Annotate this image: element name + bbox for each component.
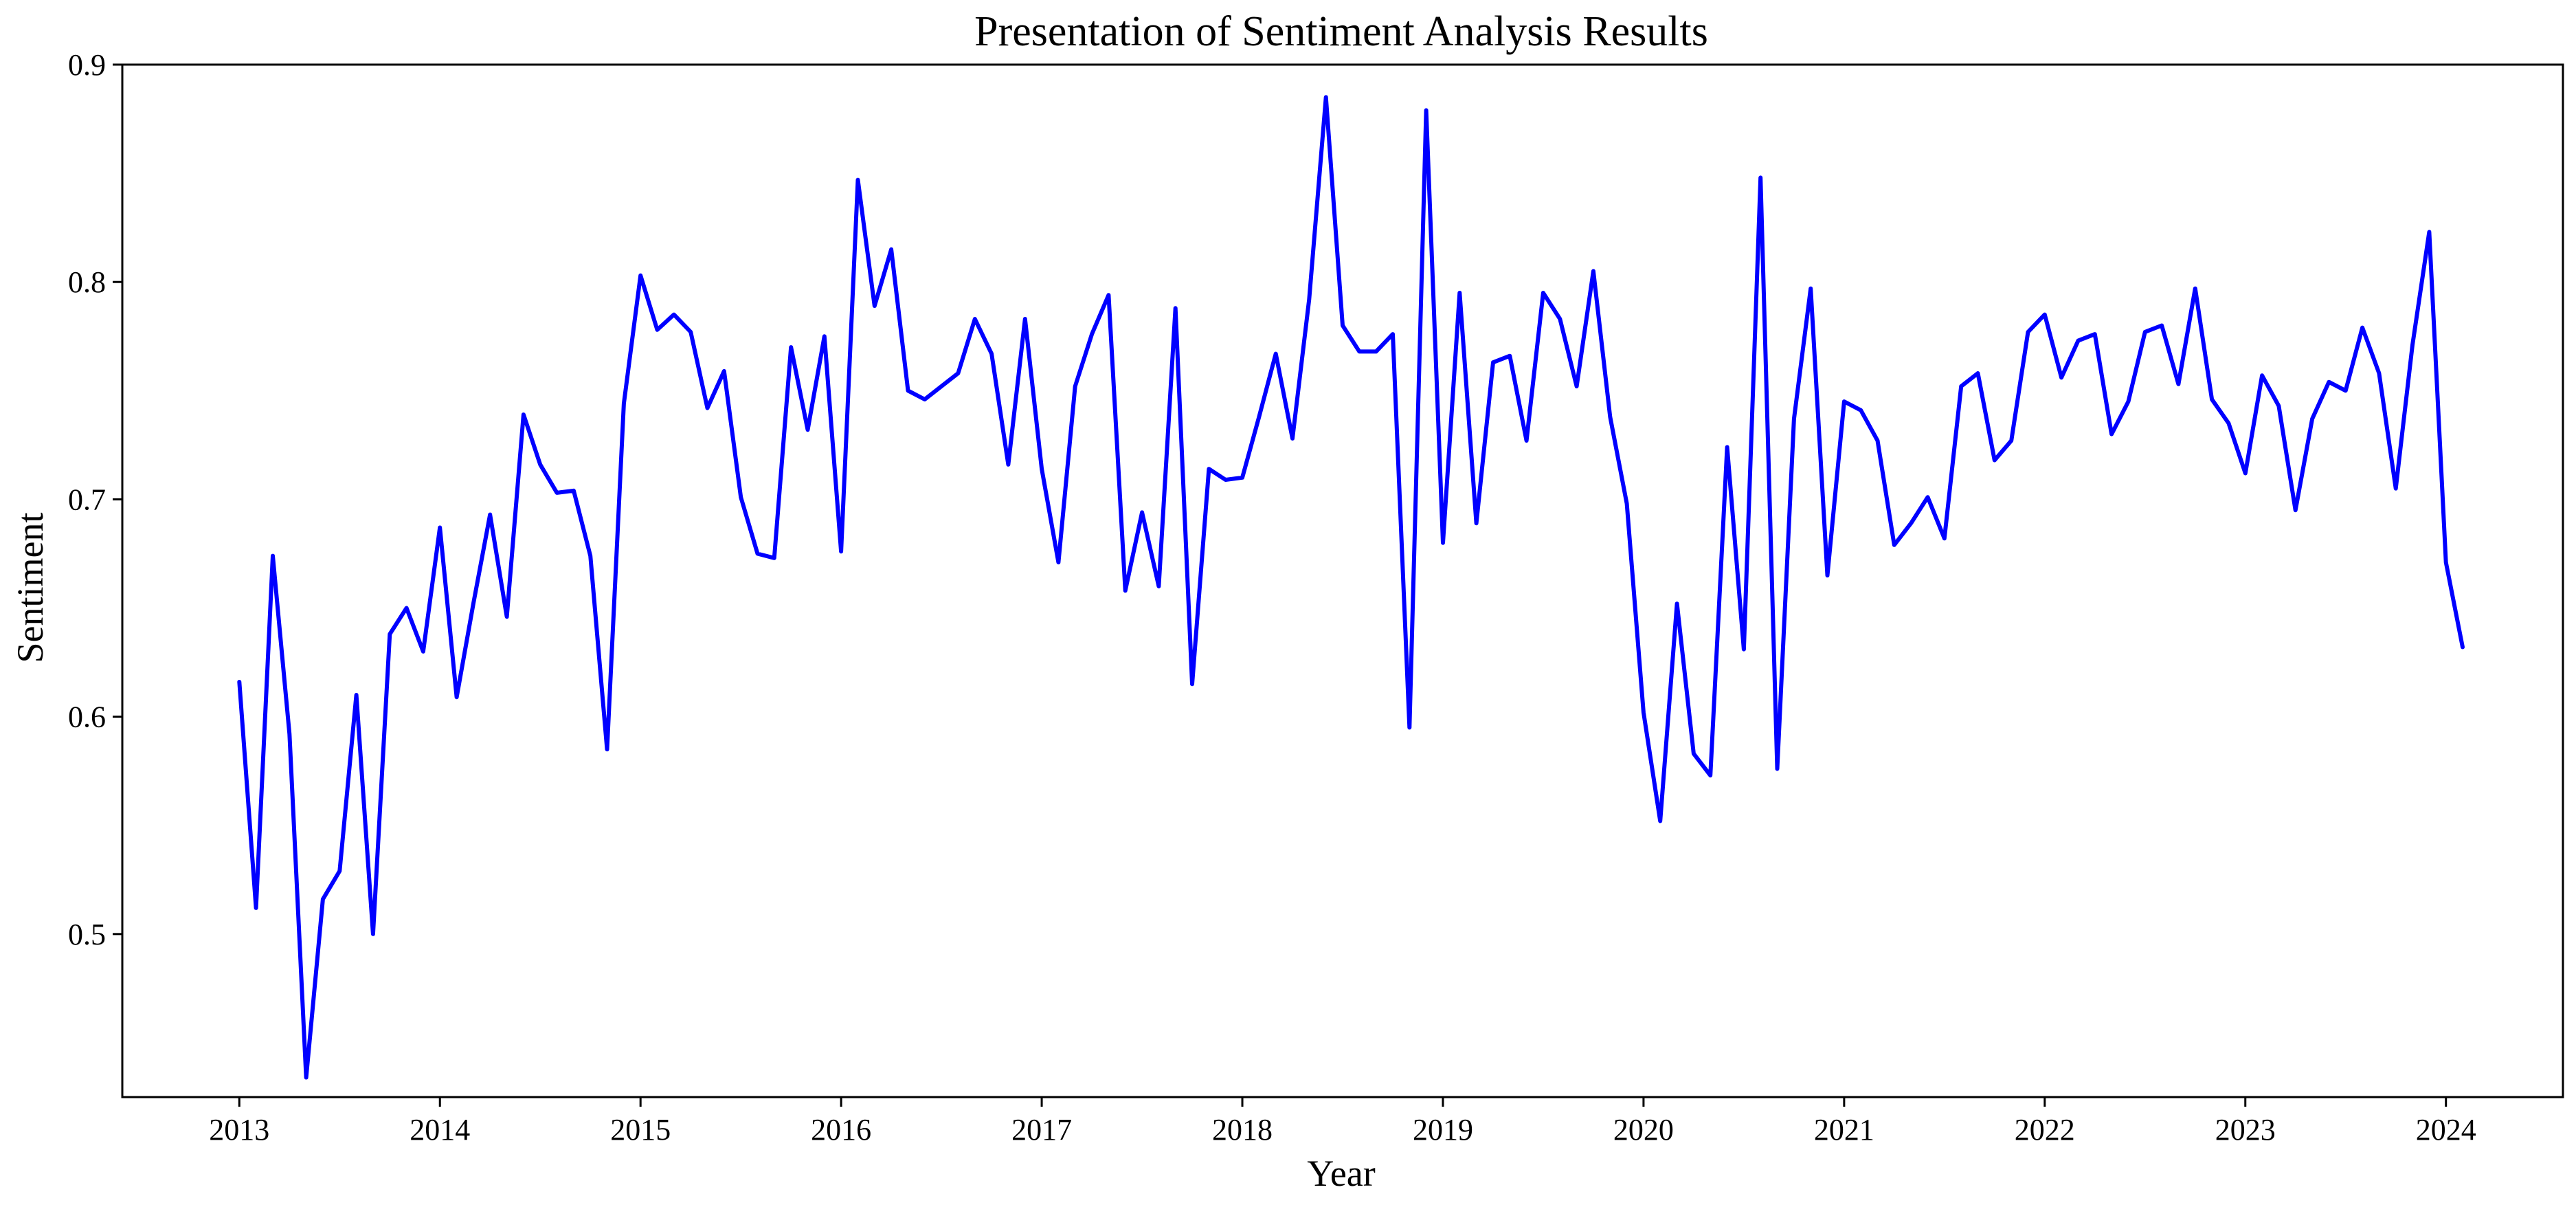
y-tick-label: 0.9 [68, 48, 106, 82]
x-tick-label: 2021 [1814, 1113, 1874, 1147]
x-axis-ticks: 2013 2014 2015 2016 2017 2018 2019 2020 2021 2022… [209, 1097, 2476, 1147]
x-axis-label: Year [1307, 1153, 1376, 1194]
x-tick-label: 2019 [1413, 1113, 1473, 1147]
y-axis-ticks: 0.5 0.6 0.7 0.8 0.9 [68, 48, 122, 951]
plot-frame [121, 63, 2564, 1098]
y-axis-label: Sentiment [10, 513, 51, 663]
x-tick-label: 2013 [209, 1113, 269, 1147]
x-tick-label: 2015 [610, 1113, 671, 1147]
x-tick-label: 2022 [2015, 1113, 2075, 1147]
chart-title: Presentation of Sentiment Analysis Resul… [974, 8, 1708, 55]
y-tick-label: 0.6 [68, 700, 106, 734]
x-tick-label: 2023 [2215, 1113, 2276, 1147]
x-tick-label: 2017 [1011, 1113, 1072, 1147]
x-tick-label: 2016 [811, 1113, 871, 1147]
x-tick-label: 2014 [410, 1113, 470, 1147]
y-tick-label: 0.7 [68, 483, 106, 516]
y-tick-label: 0.8 [68, 265, 106, 299]
plot-area [121, 63, 2564, 1098]
series-line-sentiment [237, 95, 2465, 1080]
x-tick-label: 2018 [1212, 1113, 1273, 1147]
y-tick-label: 0.5 [68, 918, 106, 951]
x-tick-label: 2024 [2416, 1113, 2476, 1147]
x-tick-label: 2020 [1613, 1113, 1674, 1147]
